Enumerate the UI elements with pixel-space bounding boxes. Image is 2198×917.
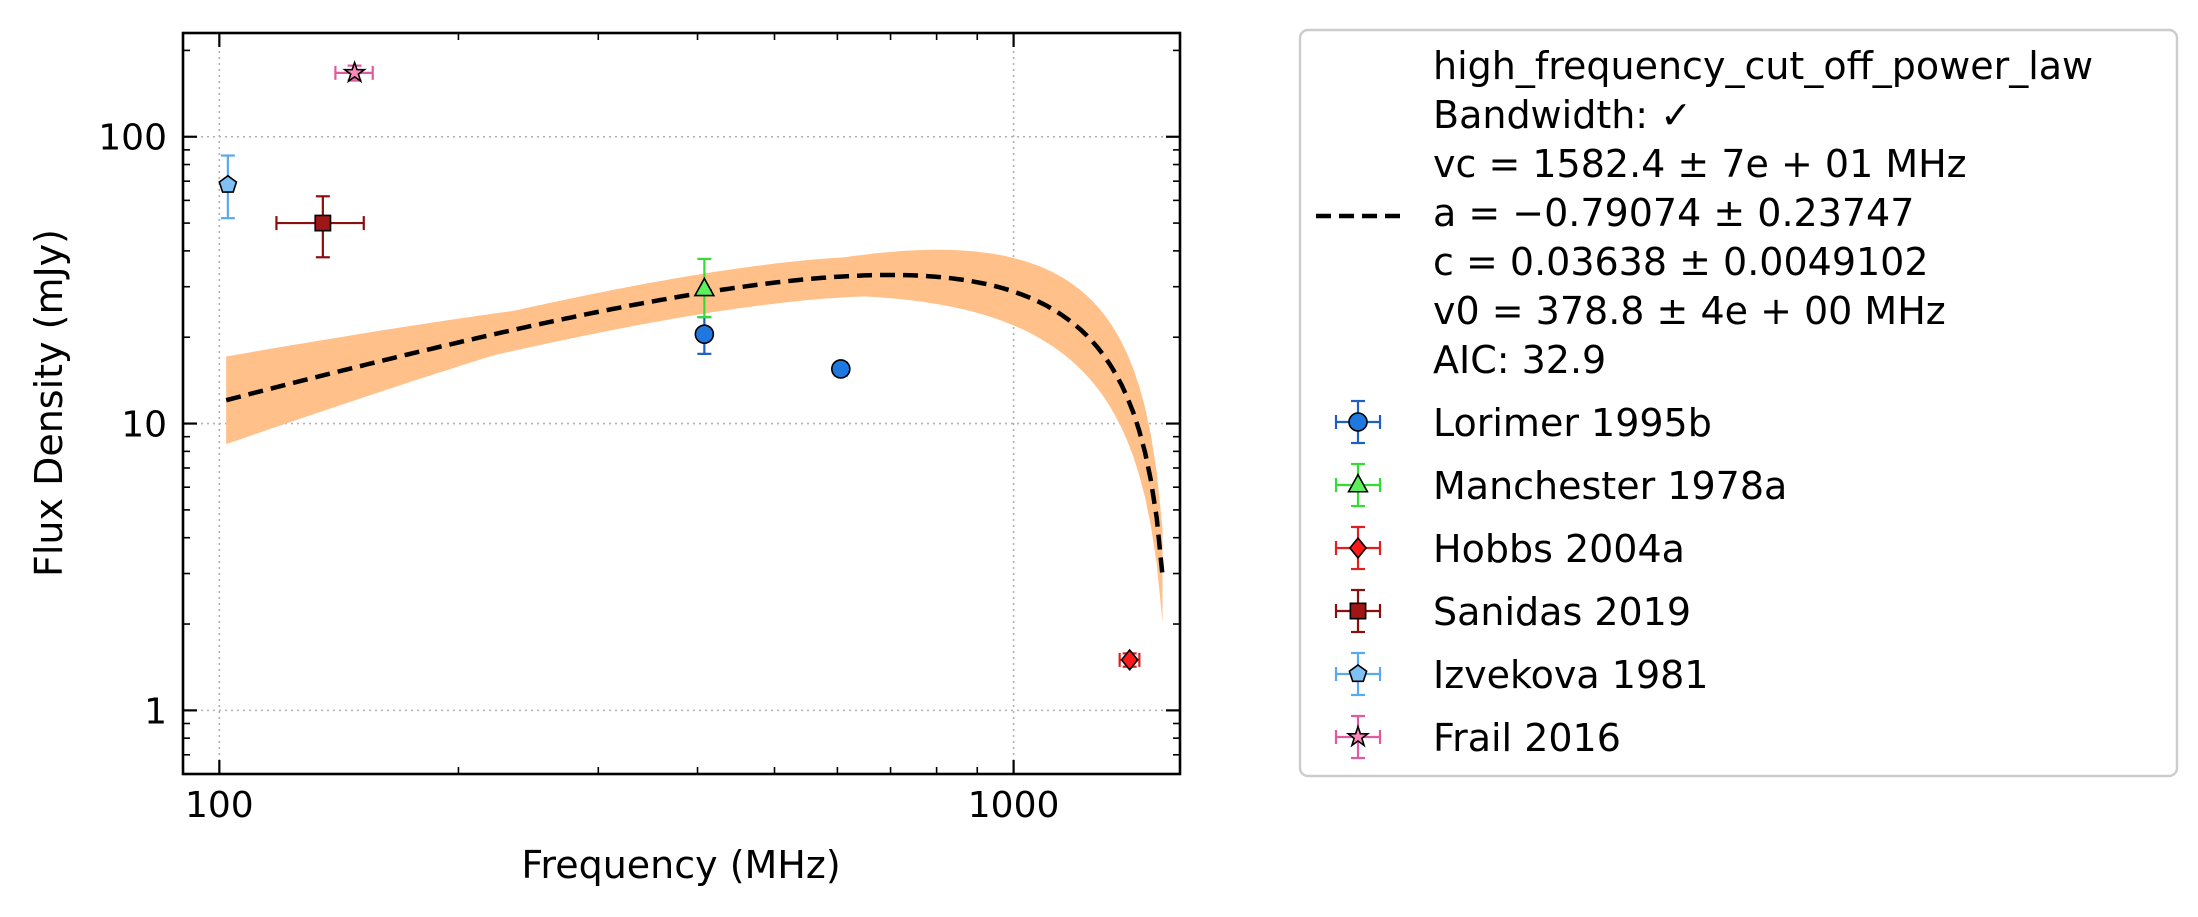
legend: high_frequency_cut_off_power_law Bandwid… [1298, 28, 2179, 778]
legend-marker-circle [1348, 412, 1368, 432]
legend-label-izvekova: Izvekova 1981 [1433, 653, 1708, 697]
y-tick-label: 10 [121, 405, 167, 446]
legend-label-frail: Frail 2016 [1433, 716, 1621, 760]
legend-marker-triangle [1347, 472, 1369, 493]
data-point-pentagon [218, 174, 238, 193]
y-axis-label: Flux Density (mJy) [27, 229, 71, 577]
legend-fit-line-5: v0 = 378.8 ± 4e + 00 MHz [1433, 289, 1946, 333]
legend-fit-text: high_frequency_cut_off_power_law Bandwid… [1433, 44, 2093, 382]
series-triangle [693, 257, 716, 319]
legend-fit-line-4: c = 0.03638 ± 0.0049102 [1433, 240, 1929, 284]
legend-handle-triangle [1334, 462, 1382, 508]
x-tick-label: 1000 [968, 785, 1060, 826]
legend-marker-pentagon [1348, 664, 1368, 683]
legend-marker-square [1349, 602, 1367, 620]
data-point-circle [831, 359, 851, 379]
legend-frame [1298, 28, 2179, 778]
legend-handle-pentagon [1334, 651, 1382, 697]
data-point-triangle [693, 276, 716, 297]
data-points [218, 60, 1141, 672]
legend-handle-circle [1334, 399, 1382, 445]
axis-ticks [182, 33, 1180, 775]
legend-fit-line-2: vc = 1582.4 ± 7e + 01 MHz [1433, 142, 1967, 186]
data-point-square [314, 214, 332, 232]
legend-label-manchester: Manchester 1978a [1433, 464, 1787, 508]
fit-line [225, 272, 1165, 576]
grid-lines [183, 33, 1180, 774]
series-pentagon [218, 154, 238, 220]
legend-fit-line-6: AIC: 32.9 [1433, 338, 1606, 382]
plot-frame [181, 31, 1182, 776]
legend-marker-diamond [1348, 536, 1368, 560]
data-point-diamond [1120, 648, 1139, 672]
legend-label-lorimer: Lorimer 1995b [1433, 401, 1712, 445]
data-point-circle [694, 324, 715, 344]
series-circle [694, 316, 851, 379]
legend-fit-line-1: Bandwidth: ✓ [1433, 93, 1692, 137]
x-axis-label: Frequency (MHz) [521, 843, 840, 887]
series-square [275, 195, 365, 259]
data-point-star [342, 60, 367, 84]
legend-series-entries [1334, 399, 1382, 760]
legend-label-hobbs: Hobbs 2004a [1433, 527, 1685, 571]
axis-tick-labels: 100 1000 1 10 100 [98, 118, 1059, 826]
y-tick-label: 1 [144, 691, 167, 732]
fit-uncertainty-band [226, 249, 1163, 623]
y-tick-label: 100 [98, 118, 167, 159]
legend-handle-square [1334, 588, 1382, 634]
legend-fit-line-3: a = −0.79074 ± 0.23747 [1433, 191, 1914, 235]
x-tick-label: 100 [185, 785, 254, 826]
series-star [334, 60, 374, 84]
series-diamond [1118, 648, 1141, 672]
legend-label-sanidas: Sanidas 2019 [1433, 590, 1691, 634]
legend-handle-diamond [1334, 525, 1382, 571]
legend-handle-star [1334, 714, 1382, 760]
legend-fit-line-0: high_frequency_cut_off_power_law [1433, 44, 2093, 88]
fit-uncertainty-band-group [226, 249, 1163, 623]
fit-line-group [225, 272, 1165, 576]
legend-marker-star [1345, 724, 1371, 748]
